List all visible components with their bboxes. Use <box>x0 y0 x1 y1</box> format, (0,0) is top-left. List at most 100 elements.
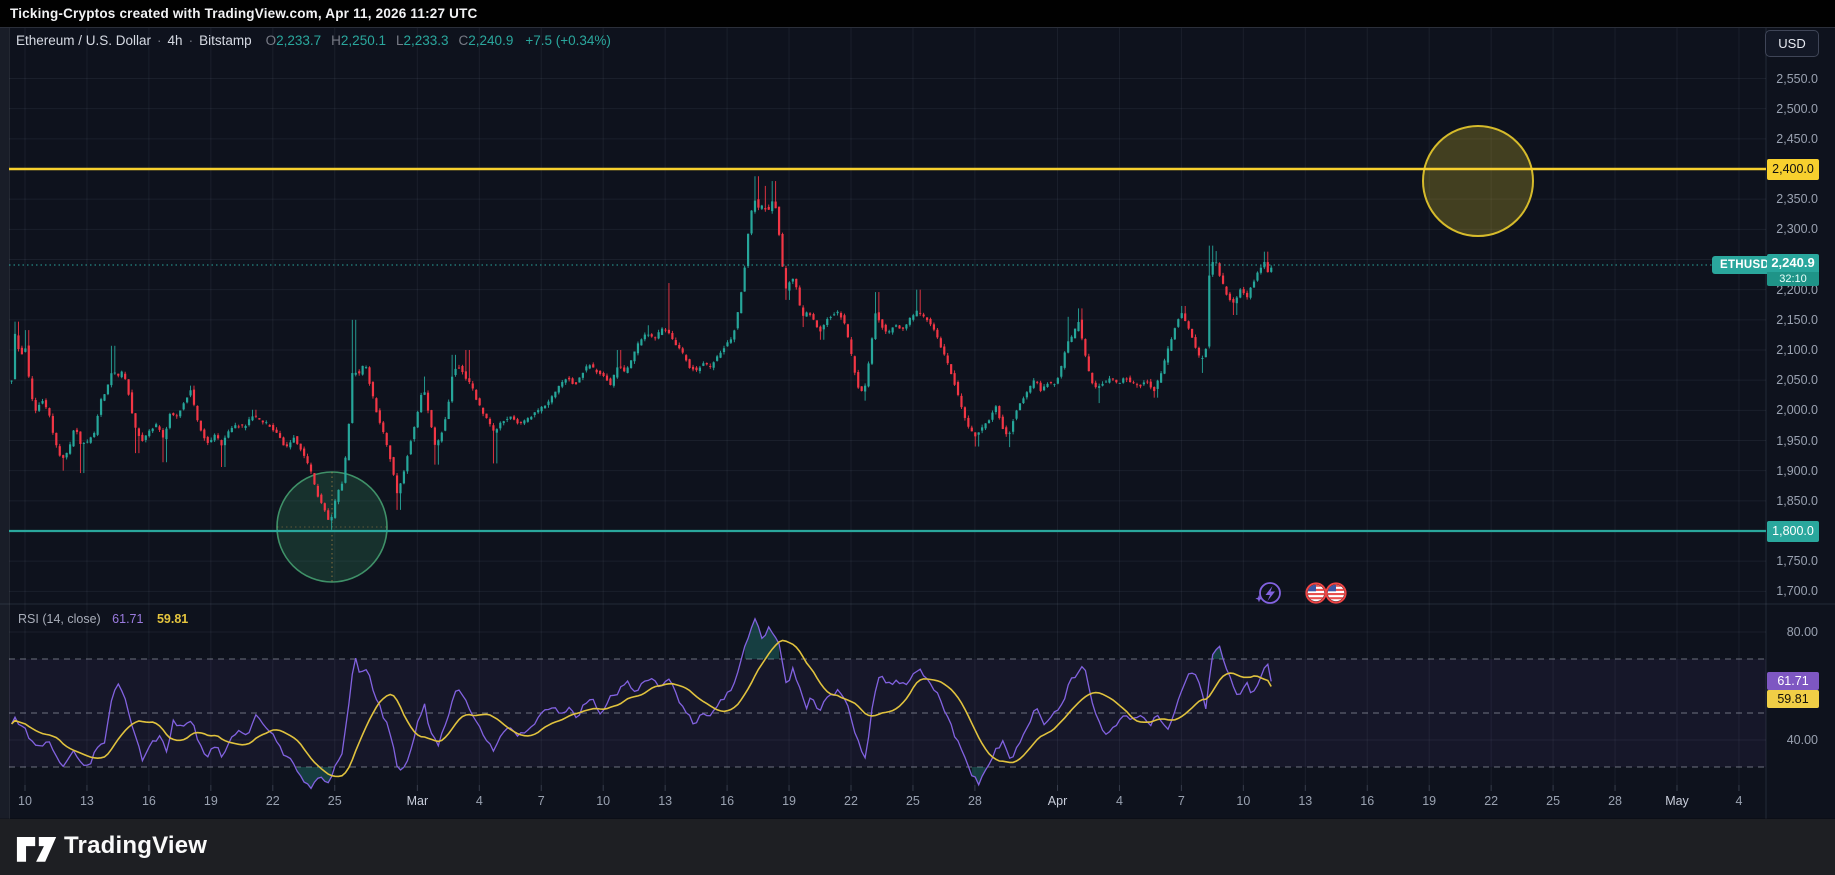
candle-body <box>182 403 185 410</box>
candle-body <box>633 351 636 362</box>
candle-body <box>1008 432 1011 434</box>
candle-body <box>664 329 667 331</box>
time-tick-label: 25 <box>1546 794 1561 808</box>
candle-body <box>289 442 292 448</box>
candle-body <box>702 363 705 366</box>
candle-body <box>464 371 467 379</box>
candle-body <box>946 355 949 364</box>
tradingview-logo-icon[interactable] <box>16 832 58 864</box>
candle-body <box>867 363 870 387</box>
candle-body <box>244 425 247 429</box>
candle-body <box>829 317 832 318</box>
candle-body <box>719 352 722 358</box>
candle-body <box>89 437 92 443</box>
candle-body <box>1122 378 1125 383</box>
candle-body <box>1073 328 1077 339</box>
resistance-zone-circle[interactable] <box>1422 125 1534 237</box>
exchange-label[interactable]: Bitstamp <box>199 33 252 48</box>
candle-body <box>554 391 557 398</box>
candle-body <box>836 311 839 314</box>
candle-body <box>574 382 578 384</box>
candle-body <box>1135 384 1139 386</box>
price-tick-label: 2,150.0 <box>1776 312 1818 327</box>
candle-body <box>457 367 461 369</box>
candle-body <box>936 329 939 338</box>
candle-body <box>124 373 127 379</box>
candle-body <box>667 329 671 334</box>
candle-body <box>1118 382 1121 384</box>
candle-body <box>905 324 908 329</box>
last-price-tag: 2,240.9 32:10 <box>1767 253 1819 286</box>
candle-body <box>987 420 991 424</box>
candle-body <box>309 464 313 472</box>
rsi-indicator-legend[interactable]: RSI (14, close) 61.71 59.81 <box>18 612 188 628</box>
flash-event-icon[interactable] <box>1259 582 1281 604</box>
candle-body <box>492 425 495 431</box>
candle-body <box>223 437 227 446</box>
tradingview-wordmark[interactable]: TradingView <box>64 832 208 859</box>
open-value: 2,233.7 <box>276 33 322 48</box>
candle-body <box>1015 410 1018 419</box>
price-tick-label: 1,900.0 <box>1776 463 1818 478</box>
candle-body <box>1053 384 1056 386</box>
candle-body <box>17 335 20 350</box>
candle-body <box>963 407 967 418</box>
candle-body <box>623 367 626 372</box>
candle-body <box>647 334 650 336</box>
candle-body <box>27 345 30 377</box>
time-tick-label: Mar <box>406 794 429 808</box>
candle-body <box>1239 289 1242 298</box>
symbol-title[interactable]: Ethereum / U.S. Dollar <box>16 33 152 48</box>
candle-body <box>299 443 302 450</box>
candle-body <box>1101 383 1104 386</box>
candle-body <box>571 378 574 384</box>
currency-toggle-button[interactable]: USD <box>1765 30 1819 57</box>
candle-body <box>234 425 237 429</box>
candle-body <box>709 366 712 367</box>
time-tick-label: 7 <box>537 794 545 808</box>
candle-body <box>1042 386 1046 391</box>
candle-body <box>237 426 240 428</box>
symbol-legend: Ethereum / U.S. Dollar · 4h · Bitstamp O2,233… <box>16 33 611 50</box>
candle-body <box>499 422 502 429</box>
candle-body <box>802 307 805 316</box>
candle-body <box>884 324 887 332</box>
candle-body <box>1246 292 1249 298</box>
candle-body <box>447 401 450 420</box>
high-value: 2,250.1 <box>340 33 386 48</box>
candle-body <box>371 382 375 397</box>
price-tick-label: 2,450.0 <box>1776 131 1818 146</box>
time-tick-label: May <box>1665 794 1689 808</box>
support-line-price-tag[interactable]: 1,800.0 <box>1767 520 1819 542</box>
change-value: +7.5 (+0.34%) <box>525 33 611 48</box>
candle-body <box>41 400 44 404</box>
candle-body <box>526 418 529 422</box>
candle-body <box>20 347 24 355</box>
candle-body <box>870 338 874 364</box>
candle-body <box>79 431 82 444</box>
candle-body <box>974 432 977 437</box>
candle-body <box>791 278 794 282</box>
candle-body <box>991 412 994 420</box>
candle-body <box>175 415 178 417</box>
candle-body <box>1177 319 1180 327</box>
candle-body <box>475 389 478 400</box>
candle-body <box>953 373 956 385</box>
candle-body <box>165 428 168 440</box>
candle-body <box>1249 287 1252 298</box>
candle-body <box>351 373 354 423</box>
interval-label[interactable]: 4h <box>167 33 183 48</box>
candle-body <box>1208 275 1211 347</box>
candle-body <box>729 339 732 343</box>
candle-body <box>406 456 409 472</box>
candle-body <box>1218 263 1221 276</box>
candle-body <box>433 427 437 445</box>
candle-body <box>994 406 997 413</box>
candle-body <box>568 377 571 380</box>
candle-body <box>760 205 763 209</box>
candle-body <box>306 456 309 464</box>
symbol-price-pill: ETHUSD <box>1712 255 1778 274</box>
candle-body <box>1060 366 1063 377</box>
resistance-line-price-tag[interactable]: 2,400.0 <box>1767 158 1819 180</box>
